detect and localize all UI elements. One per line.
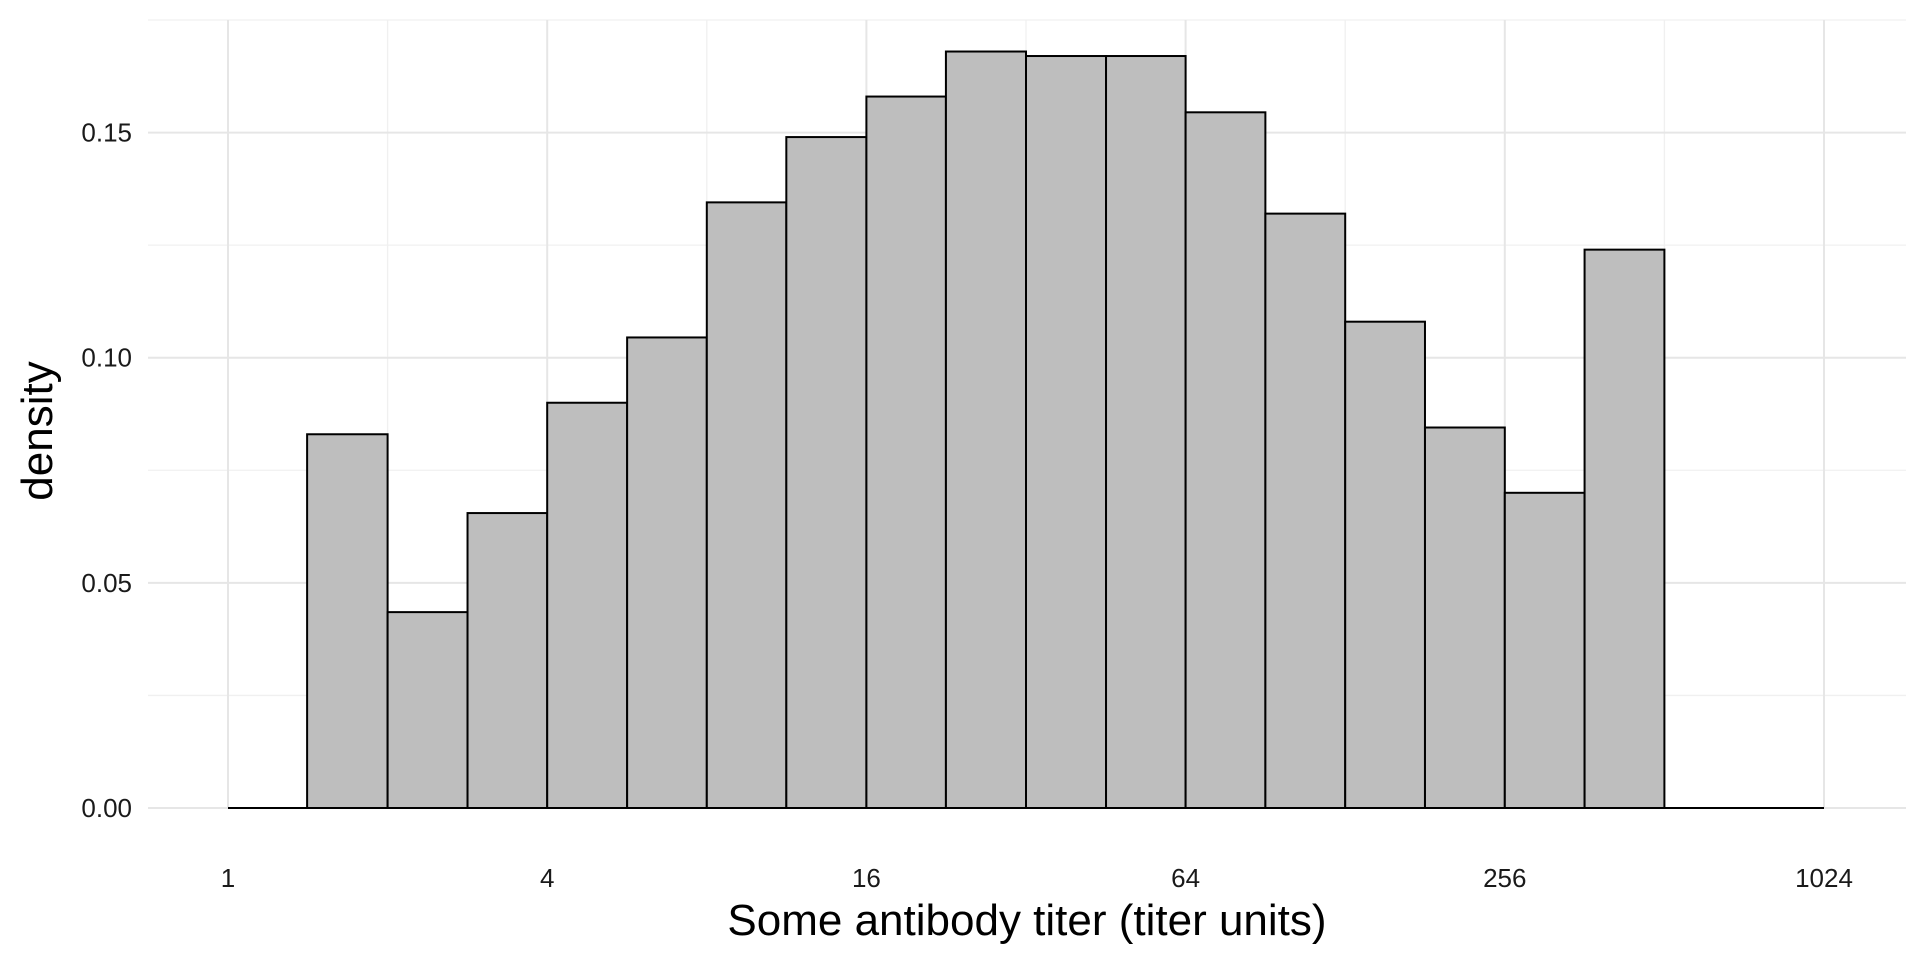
x-tick-label: 4: [540, 863, 554, 893]
y-tick-label: 0.10: [81, 343, 132, 373]
histogram-bar: [1105, 55, 1187, 810]
y-axis-tick-labels: 0.00 0.05 0.10 0.15: [81, 118, 132, 823]
histogram-bar: [1264, 212, 1347, 809]
histogram-bar: [306, 433, 389, 809]
y-tick-label: 0.05: [81, 568, 132, 598]
y-tick-label: 0.15: [81, 118, 132, 148]
histogram-bar: [1344, 320, 1426, 809]
histogram-bar: [785, 136, 868, 809]
x-tick-label: 64: [1171, 863, 1200, 893]
histogram-bar: [1025, 55, 1108, 810]
histogram-bar: [1184, 111, 1267, 809]
histogram-bar: [1503, 491, 1586, 809]
histogram-bar: [705, 201, 788, 809]
histogram-bar: [1423, 426, 1506, 809]
x-tick-label: 256: [1483, 863, 1526, 893]
histogram-bar: [865, 95, 947, 809]
x-tick-label: 1024: [1795, 863, 1853, 893]
histogram-bar: [1583, 248, 1666, 810]
x-tick-label: 16: [852, 863, 881, 893]
histogram-bars: [306, 50, 1666, 810]
x-axis-title: Some antibody titer (titer units): [727, 896, 1326, 945]
histogram-bar: [546, 401, 629, 809]
histogram-bar: [386, 611, 469, 810]
x-axis-tick-labels: 1 4 16 64 256 1024: [221, 863, 1853, 893]
x-tick-label: 1: [221, 863, 235, 893]
histogram-bar: [626, 336, 708, 809]
histogram-bar: [944, 50, 1027, 809]
histogram-bar: [466, 512, 549, 809]
y-axis-title: density: [13, 361, 62, 500]
y-tick-label: 0.00: [81, 793, 132, 823]
